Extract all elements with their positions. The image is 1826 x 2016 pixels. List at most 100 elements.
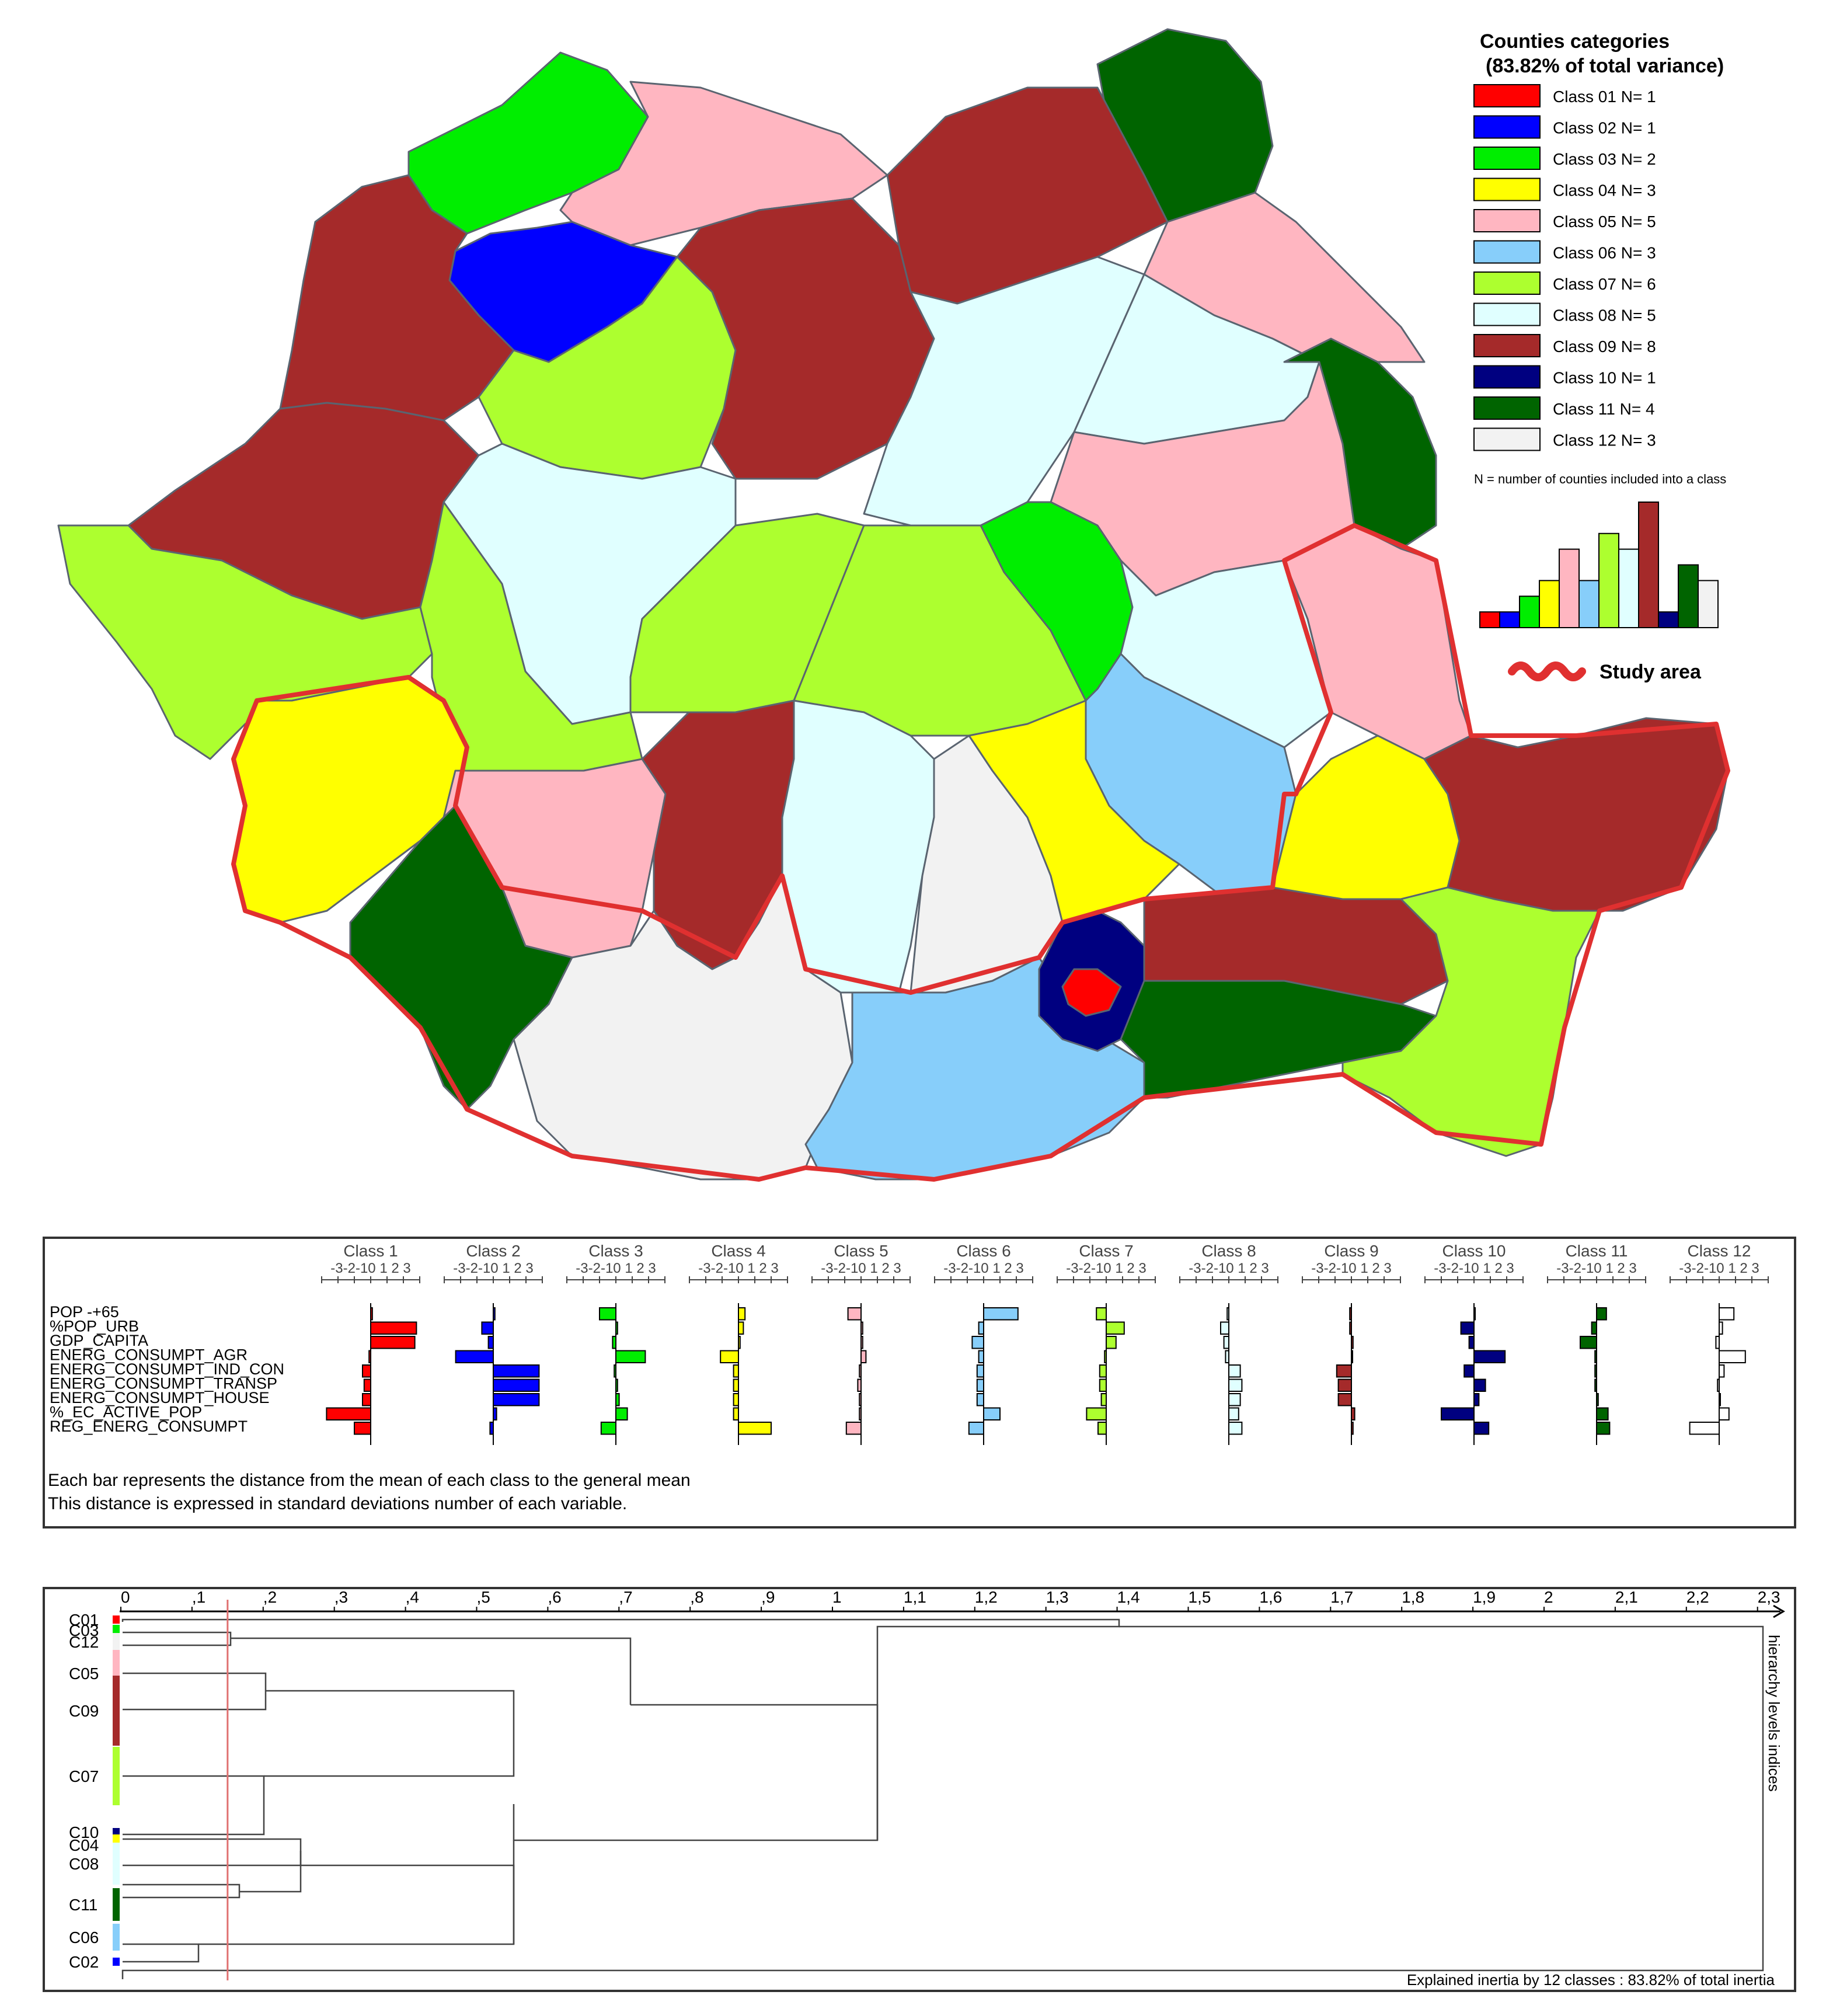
- profiles-frame: [43, 1237, 1796, 1528]
- profile-bar: [978, 1350, 984, 1363]
- legend-swatch: [1473, 271, 1541, 295]
- legend-histogram: [1479, 502, 1719, 628]
- profiles-note-1: Each bar represents the distance from th…: [48, 1471, 691, 1490]
- profile-bar: [733, 1407, 739, 1420]
- profile-bar: [1223, 1336, 1230, 1349]
- profile-axis-ticks: -3-2-10 1 2 3: [1311, 1261, 1391, 1276]
- profile-variable-labels: POP -+65%POP_URBGDP_CAPITAENERG_CONSUMPT…: [50, 1303, 284, 1435]
- profile-bar: [857, 1378, 862, 1392]
- variable-label: POP -+65: [50, 1303, 119, 1321]
- profile-bar: [1473, 1307, 1476, 1321]
- legend-swatch: [1473, 365, 1541, 389]
- axis-tick-label: 1,7: [1330, 1588, 1353, 1606]
- map-legend: Counties categories (83.82% of total var…: [1473, 30, 1726, 683]
- profile-bar: [738, 1307, 746, 1321]
- legend-swatch: [1473, 147, 1541, 170]
- county-region: [1423, 717, 1729, 912]
- profile-class-title: Class 7: [1079, 1242, 1133, 1260]
- profile-bar: [1351, 1407, 1355, 1420]
- profile-bar: [971, 1336, 985, 1349]
- profile-bar: [1473, 1393, 1480, 1406]
- legend-label: Class 09 N= 8: [1553, 337, 1656, 356]
- profile-axis-ticks: -3-2-10 1 2 3: [576, 1261, 656, 1276]
- profile-bar: [362, 1364, 371, 1378]
- profile-bar: [859, 1364, 862, 1378]
- leaf-label: C09: [69, 1702, 99, 1720]
- axis-tick-label: 1,1: [904, 1588, 926, 1606]
- legend-swatch: [1473, 240, 1541, 264]
- legend-label: Class 05 N= 5: [1553, 213, 1656, 231]
- county-region: [1341, 886, 1601, 1157]
- leaf-color-strip: [113, 1625, 120, 1635]
- leaf-label: C10: [69, 1823, 99, 1841]
- axis-tick-label: 1,9: [1473, 1588, 1496, 1606]
- profile-bar: [1351, 1336, 1354, 1349]
- histogram-bar: [1578, 580, 1600, 628]
- profile-bar: [1463, 1364, 1475, 1378]
- county-region: [676, 197, 935, 480]
- profile-class-title: Class 6: [956, 1242, 1010, 1260]
- profile-bar: [859, 1393, 862, 1406]
- profile-axis-ticks: -3-2-10 1 2 3: [698, 1261, 778, 1276]
- county-region: [863, 256, 1145, 527]
- dendrogram-side-label: hierarchy levels indices: [1765, 1635, 1783, 1792]
- profile-bar: [1596, 1407, 1609, 1420]
- legend-subtitle: (83.82% of total variance): [1486, 55, 1724, 77]
- profile-class-title: Class 1: [343, 1242, 398, 1260]
- profile-bar: [1689, 1422, 1720, 1435]
- profile-bar: [493, 1364, 540, 1378]
- profile-class-title: Class 4: [711, 1242, 765, 1260]
- legend-swatch: [1473, 209, 1541, 232]
- profile-bar: [1596, 1393, 1599, 1406]
- leaf-color-strip: [113, 1843, 120, 1885]
- profile-bar: [860, 1336, 863, 1349]
- profile-bar: [326, 1407, 372, 1420]
- profile-bar: [978, 1321, 984, 1335]
- profile-bar: [738, 1422, 772, 1435]
- leaf-label: C01: [69, 1611, 99, 1629]
- profile-bar: [1719, 1350, 1746, 1363]
- leaf-label: C07: [69, 1767, 99, 1785]
- legend-label: Class 11 N= 4: [1553, 400, 1655, 418]
- profile-bar: [968, 1422, 985, 1435]
- legend-label: Class 04 N= 3: [1553, 182, 1656, 200]
- profile-class-title: Class 2: [466, 1242, 520, 1260]
- profile-bar: [1100, 1393, 1107, 1406]
- profile-bar: [1468, 1336, 1475, 1349]
- profile-bar: [368, 1350, 372, 1363]
- profile-bar: [612, 1336, 617, 1349]
- profile-bar: [1096, 1307, 1107, 1321]
- profile-bar: [489, 1422, 494, 1435]
- profile-bar: [1719, 1393, 1721, 1406]
- leaf-color-strip: [113, 1747, 120, 1805]
- profile-bar: [1106, 1336, 1117, 1349]
- leaf-label: C02: [69, 1953, 99, 1971]
- profile-bar: [455, 1350, 494, 1363]
- profile-bar: [738, 1321, 744, 1335]
- profile-bar: [1719, 1307, 1735, 1321]
- profile-class-title: Class 10: [1442, 1242, 1506, 1260]
- legend-note: N = number of counties included into a c…: [1474, 472, 1726, 486]
- histogram-bar: [1539, 580, 1560, 628]
- histogram-bar: [1678, 564, 1699, 628]
- dendrogram-panel: 0 ,1 ,2 ,3 ,4 ,5 ,6 ,7 ,8 ,9 1 1,1 1,2 1,3 1,4 1,5 1,6 1,…: [43, 1587, 1796, 1992]
- axis-tick-label: ,2: [263, 1588, 277, 1606]
- legend-label: Class 08 N= 5: [1553, 307, 1656, 325]
- profile-bar: [1228, 1422, 1243, 1435]
- leaf-label: C03: [69, 1621, 99, 1639]
- profile-charts: Class 1 -3-2-10 1 2 3 Class 2 -3-2-10 1 2 3…: [321, 1242, 1769, 1445]
- profile-bar: [493, 1407, 497, 1420]
- variable-label: ENERG_CONSUMPT_HOUSE: [50, 1389, 270, 1406]
- profile-bar: [1228, 1407, 1239, 1420]
- profile-bar: [1719, 1364, 1725, 1378]
- profile-bar: [615, 1393, 620, 1406]
- profile-bar: [733, 1364, 739, 1378]
- axis-tick-label: ,3: [334, 1588, 348, 1606]
- profile-bar: [1473, 1350, 1506, 1363]
- legend-title: Counties categories: [1480, 30, 1670, 53]
- profile-bar: [1351, 1350, 1353, 1363]
- legend-label: Class 01 N= 1: [1553, 88, 1656, 106]
- legend-items: Class 01 N= 1 Class 02 N= 1 Class 03 N= 2 C…: [1473, 84, 1656, 451]
- profile-bar: [1336, 1364, 1353, 1378]
- dendrogram-axis-arrow: [1773, 1604, 1785, 1618]
